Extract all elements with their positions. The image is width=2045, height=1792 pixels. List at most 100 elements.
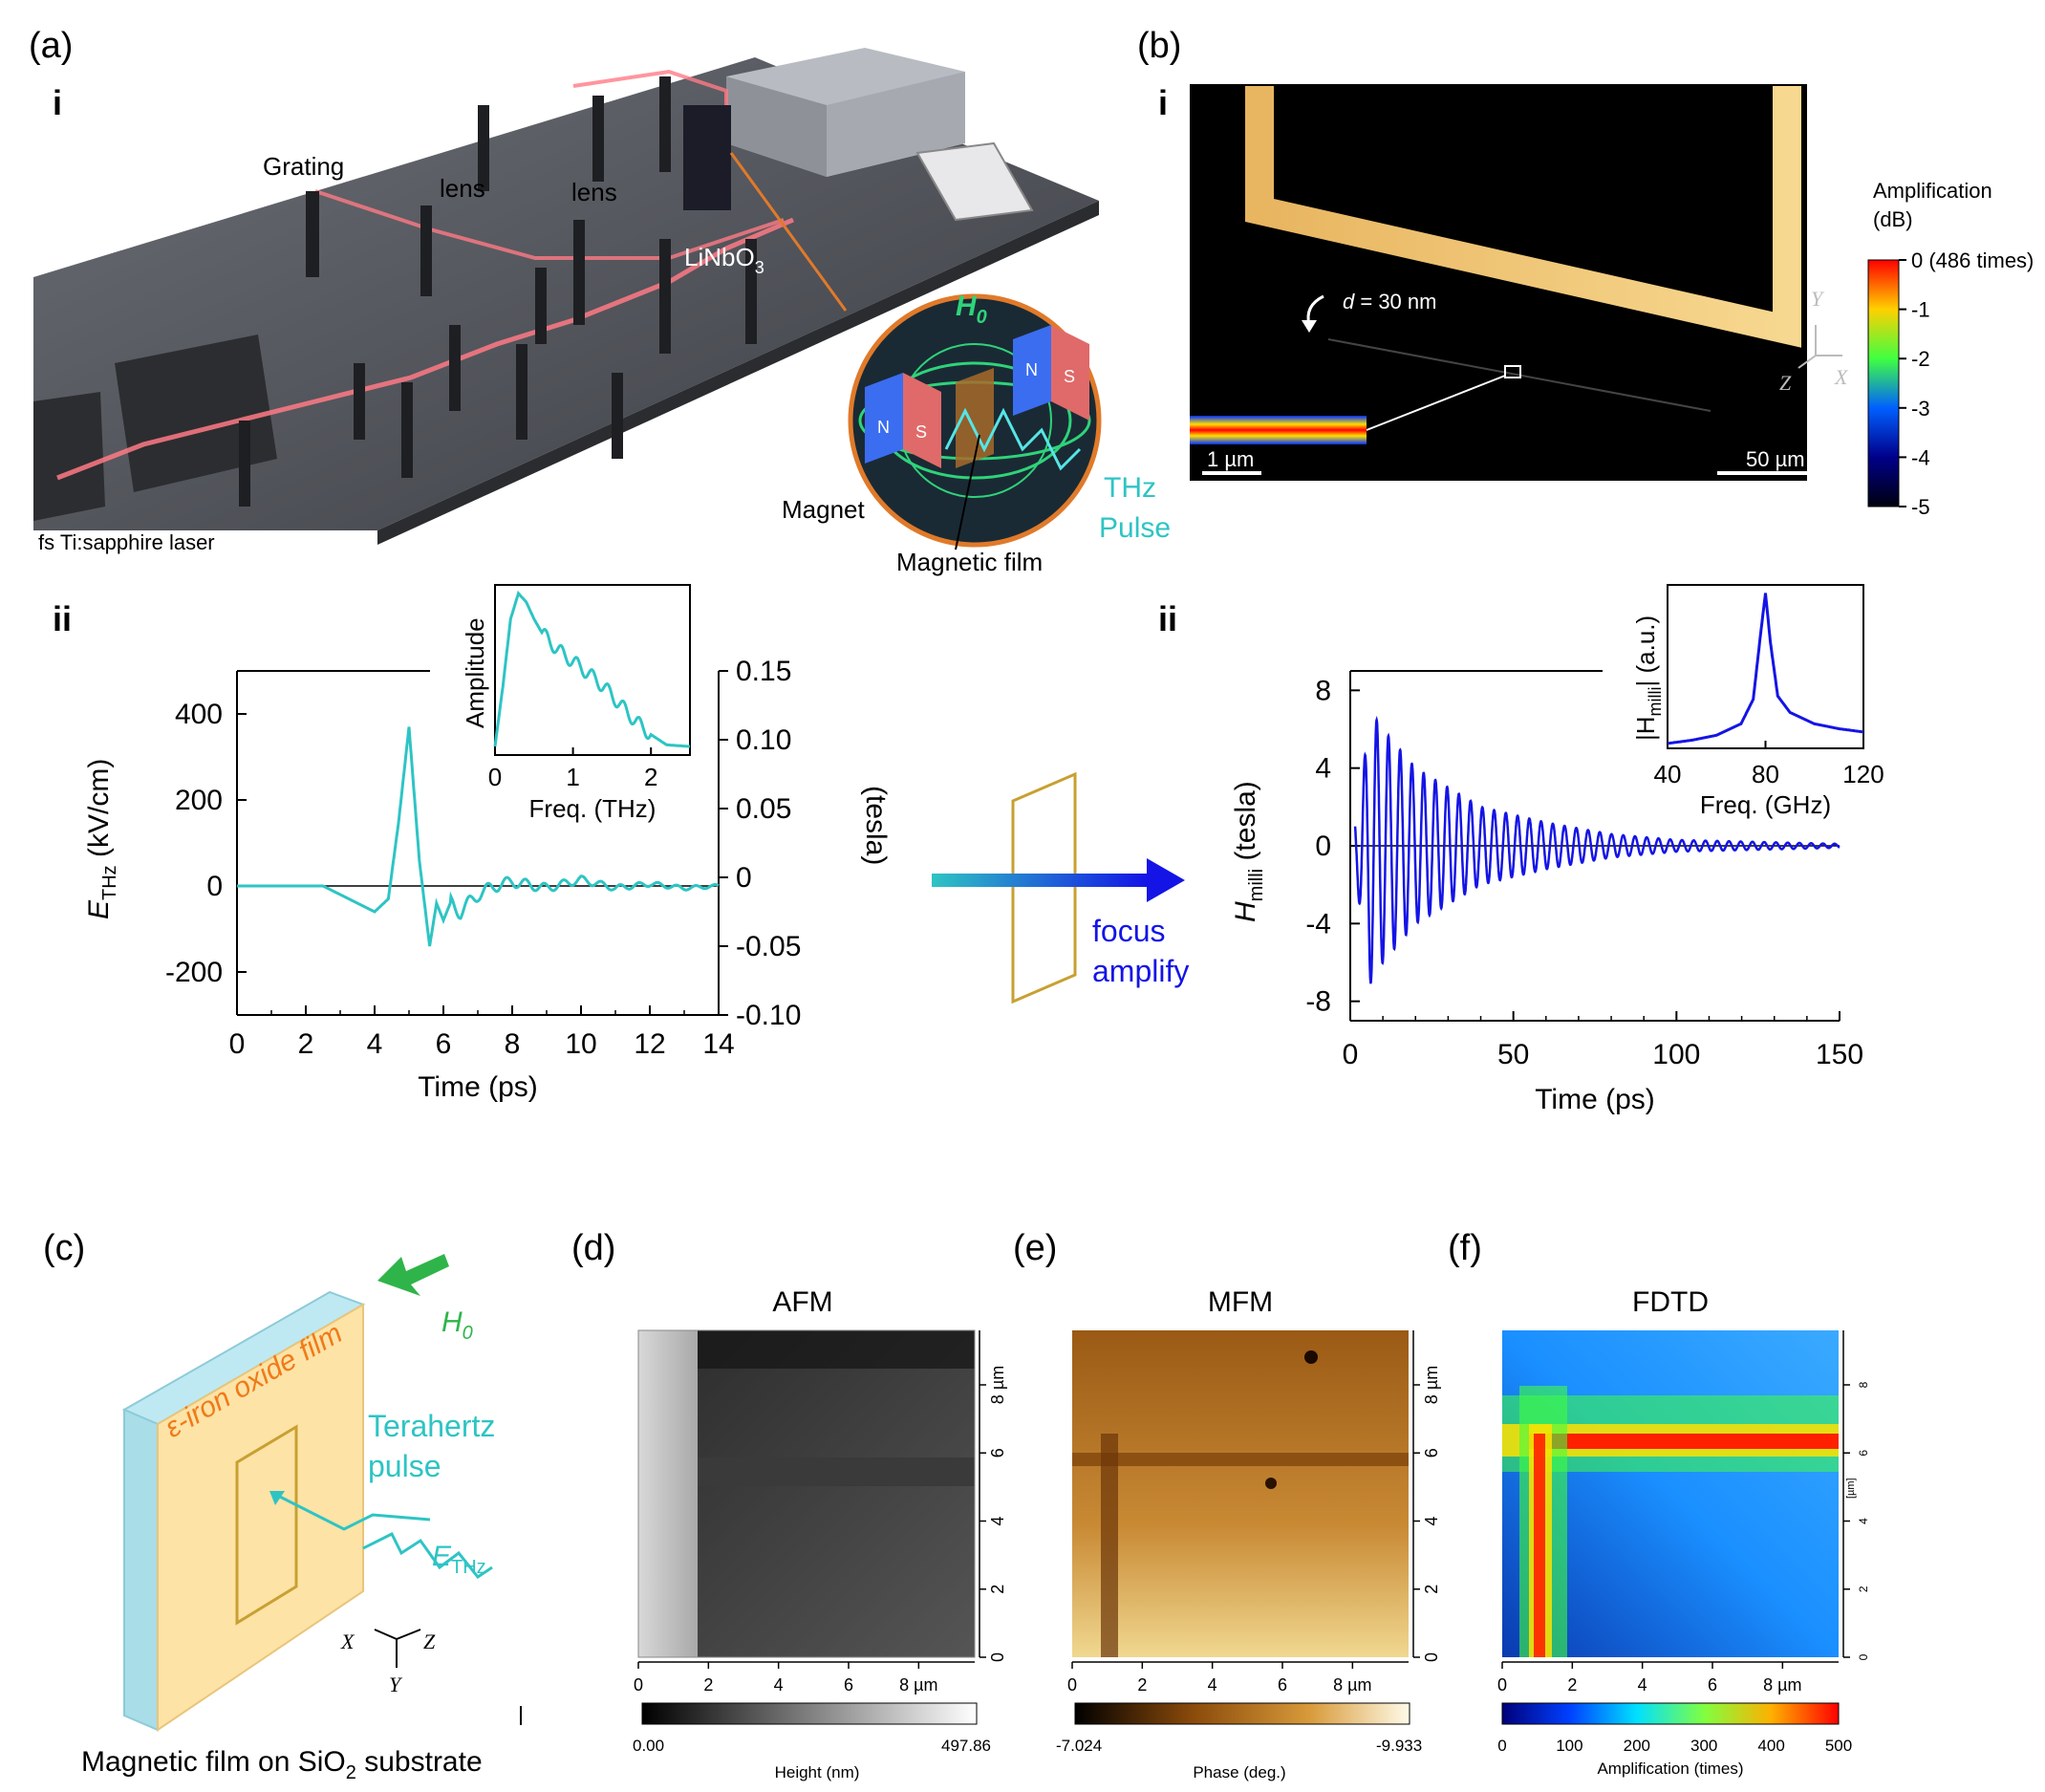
img-xtick-label: 0 xyxy=(634,1675,643,1695)
panel-d-label: (d) xyxy=(571,1228,615,1268)
cb-db-tick-label: -2 xyxy=(1911,347,1930,371)
label-h0-inset: H0 xyxy=(956,291,987,328)
panel-b-label: (b) xyxy=(1137,26,1181,66)
a-ytick-label: 200 xyxy=(175,785,223,816)
a-inset-xtick-label: 1 xyxy=(566,763,579,791)
img-xtick-label: 0 xyxy=(1067,1675,1077,1695)
chart-e-thz-time: 0 2 4 6 8 10 12 14-2000200400-0.10-0.0500.050.1… xyxy=(83,656,892,1103)
scale-bar-large: 50 µm xyxy=(1746,447,1805,471)
a-y2label: (tesla) xyxy=(860,786,892,865)
afm-title: AFM xyxy=(772,1286,832,1318)
a-xtick-label: 12 xyxy=(634,1028,665,1060)
a-xtick-label: 10 xyxy=(565,1028,596,1060)
img-ytick-label: 6 xyxy=(1857,1450,1870,1457)
img-ytick-label: 8 µm xyxy=(988,1366,1007,1404)
b-inset-frame xyxy=(1667,584,1864,749)
b-inset-series-line xyxy=(1667,593,1864,745)
a-ytick-label: 400 xyxy=(175,699,223,730)
fdtd-cb-title: Amplification (times) xyxy=(1597,1760,1743,1778)
cb-db-tick-label: -5 xyxy=(1911,495,1930,519)
a-xtick-label: 8 xyxy=(505,1028,521,1060)
img-ytick-label: 8 µm xyxy=(1422,1366,1441,1404)
img-ytick-label: 2 xyxy=(1422,1585,1441,1594)
magnet-south-right: S xyxy=(1064,367,1075,386)
b-inset-xtick-label: 120 xyxy=(1842,760,1884,788)
magnet-north-left: N xyxy=(877,418,890,437)
panel-a-label: (a) xyxy=(29,26,73,66)
img-ytick-label: 0 xyxy=(988,1652,1007,1662)
fdtd-cb-tick-label: 300 xyxy=(1690,1737,1717,1755)
panel-e-label: (e) xyxy=(1013,1228,1057,1268)
b-inset-ylabel: |Hmilli| (a.u.) xyxy=(1631,615,1665,741)
fdtd-cb-tick-label: 500 xyxy=(1825,1737,1852,1755)
caption-film-substrate: Magnetic film on SiO2 substrate xyxy=(81,1746,483,1783)
chart-h-milli-time: 0 50 100 150 -8 -4 0 4 8 Time (ps) Hmilli (tesla) xyxy=(1230,670,1863,1115)
label-thz: THz xyxy=(1104,472,1156,504)
img-xtick-label: 2 xyxy=(1137,1675,1147,1695)
img-ytick-label: 2 xyxy=(988,1585,1007,1594)
a-xtick-label: 6 xyxy=(436,1028,452,1060)
film-leader-line xyxy=(955,434,980,551)
a-xtick-label: 14 xyxy=(702,1028,734,1060)
chart-e-thz-spectrum-inset: 0 1 2 Freq. (THz) Amplitude xyxy=(461,584,691,823)
fdtd-cb-tick-label: 100 xyxy=(1556,1737,1582,1755)
colorbar-title-1: Amplification xyxy=(1873,179,1992,203)
fdtd-image xyxy=(1502,1330,1839,1657)
img-ytick-label: 6 xyxy=(988,1448,1007,1457)
panel-b-sub-ii: ii xyxy=(1158,599,1177,638)
b-ylabel: Hmilli (tesla) xyxy=(1230,781,1267,922)
arrow-label-amplify: amplify xyxy=(1092,954,1189,988)
a-y2tick-label: 0 xyxy=(736,862,752,894)
fdtd-y-unit: [µm] xyxy=(1845,1478,1857,1499)
label-h0-c: H0 xyxy=(441,1306,473,1344)
afm-image xyxy=(637,1329,976,1658)
a-inset-xtick-label: 0 xyxy=(488,763,502,791)
a-ytick-label: -200 xyxy=(165,957,223,988)
b-inset-xtick-label: 40 xyxy=(1654,760,1682,788)
b-xtick-label: 0 xyxy=(1343,1039,1359,1070)
b-inset-xlabel: Freq. (GHz) xyxy=(1700,790,1831,819)
label-lens-2: lens xyxy=(571,178,617,206)
label-magnetic-film: Magnetic film xyxy=(896,548,1043,576)
axis-z-glyph: Z xyxy=(1779,371,1792,395)
axis-y-c: Y xyxy=(389,1673,403,1696)
img-ytick-label: 8 xyxy=(1857,1381,1870,1388)
mfm-cb-title: Phase (deg.) xyxy=(1193,1763,1285,1781)
label-magnet: Magnet xyxy=(782,495,865,524)
a-inset-ylabel: Amplitude xyxy=(461,617,489,728)
panel-f-label: (f) xyxy=(1448,1228,1482,1268)
b-ytick-label: 4 xyxy=(1315,753,1331,785)
axis-x-c: X xyxy=(340,1630,355,1653)
img-xtick-label: 8 µm xyxy=(1333,1675,1371,1695)
panel-a-sub-i: i xyxy=(53,83,62,122)
a-ylabel: ETHz (kV/cm) xyxy=(83,759,120,919)
a-xtick-label: 4 xyxy=(367,1028,383,1060)
img-ytick-label: 4 xyxy=(1422,1516,1441,1525)
afm-colorbar xyxy=(641,1702,978,1725)
img-xtick-label: 2 xyxy=(1567,1675,1577,1695)
a-xtick-label: 0 xyxy=(229,1028,246,1060)
a-y2tick-label: 0.05 xyxy=(736,793,791,825)
img-xtick-label: 2 xyxy=(703,1675,713,1695)
b-series-line xyxy=(1353,715,1840,984)
img-xtick-label: 4 xyxy=(1638,1675,1647,1695)
img-ytick-label: 0 xyxy=(1857,1653,1870,1660)
img-ytick-label: 0 xyxy=(1422,1652,1441,1662)
fdtd-colorbar-ticks: 0 100 200 300 400 500 xyxy=(1497,1737,1852,1755)
afm-axes: 0 0 2 2 4 4 6 6 8 µm 8 µm xyxy=(634,1330,1007,1695)
a-xtick-label: 2 xyxy=(298,1028,314,1060)
b-xtick-label: 100 xyxy=(1652,1039,1700,1070)
img-xtick-label: 4 xyxy=(1208,1675,1217,1695)
magnet-north-right: N xyxy=(1025,360,1038,379)
axis-x-glyph: X xyxy=(1834,365,1849,389)
b-ytick-label: 8 xyxy=(1315,675,1331,706)
mfm-title: MFM xyxy=(1208,1286,1273,1318)
b-xtick-label: 150 xyxy=(1816,1039,1863,1070)
panel-c-label: (c) xyxy=(43,1228,85,1268)
label-crystal: LiNbO3 xyxy=(684,243,764,277)
cb-db-tick-label: -4 xyxy=(1911,445,1930,469)
axis-y-glyph: Y xyxy=(1811,287,1825,311)
simulation-image xyxy=(1190,84,1842,481)
a-y2tick-label: -0.10 xyxy=(736,1000,801,1031)
a-y2tick-label: -0.05 xyxy=(736,931,801,962)
